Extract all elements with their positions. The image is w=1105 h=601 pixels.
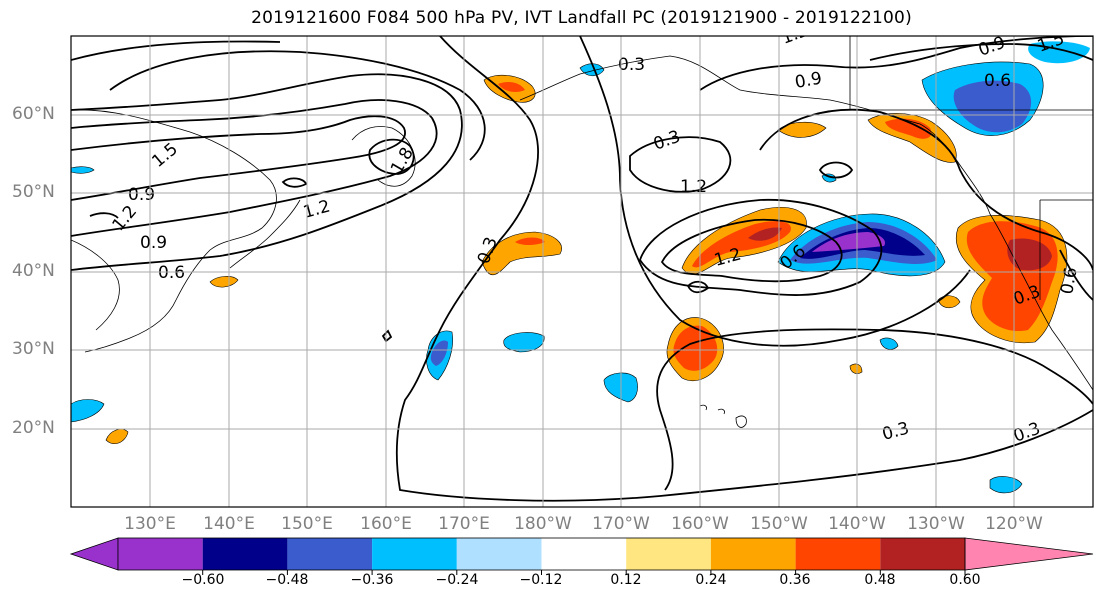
pv-contour — [71, 99, 438, 237]
pv-contour — [71, 115, 406, 201]
lon-label: 130°W — [907, 514, 965, 534]
lon-label: 150°W — [750, 514, 808, 534]
positive-anomaly-region — [515, 237, 545, 245]
contour-label: 0.3 — [618, 55, 645, 75]
negative-anomaly-region — [503, 332, 545, 353]
negative-anomaly-region — [879, 337, 899, 350]
lon-label: 160°E — [360, 514, 412, 534]
lon-label: 140°E — [203, 514, 255, 534]
contour-label: 0.6 — [158, 263, 185, 283]
negative-anomaly-region — [953, 80, 1032, 133]
pv-contour — [656, 328, 1093, 491]
pv-contour — [818, 161, 854, 179]
graticule — [71, 36, 1093, 507]
positive-anomaly-region — [105, 428, 129, 444]
positive-anomaly-region — [748, 227, 782, 241]
map-title: 2019121600 F084 500 hPa PV, IVT Landfall… — [251, 8, 912, 28]
colorbar-segment — [118, 538, 203, 570]
lon-label: 170°E — [438, 514, 490, 534]
colorbar-extend-min — [69, 537, 119, 571]
colorbar-segment — [626, 538, 711, 570]
lon-label: 130°E — [124, 514, 176, 534]
negative-anomaly-region — [71, 166, 95, 174]
pv-contour — [281, 177, 308, 188]
pv-contours — [71, 36, 1093, 502]
colorbar-segment — [456, 538, 542, 570]
colorbar-segment — [202, 538, 288, 570]
hawaii-islands — [699, 404, 747, 428]
colorbar-tick-label: 0.24 — [695, 572, 727, 588]
lat-label-30n: 30°N — [12, 339, 55, 359]
contour-label: 0.9 — [128, 185, 155, 205]
colorbar-segment — [795, 538, 881, 570]
pv-contour — [368, 138, 415, 175]
negative-anomaly-region — [812, 232, 886, 252]
pv-contour — [395, 36, 1093, 502]
colorbar-segment — [287, 538, 373, 570]
positive-anomaly-region — [498, 82, 525, 92]
colorbar-tick-label: 0.60 — [949, 572, 981, 588]
pv-contour — [869, 43, 1093, 61]
positive-anomaly-region — [673, 325, 718, 371]
map-frame — [70, 35, 1094, 508]
pv-contour — [89, 212, 119, 219]
contour-label: 0.9 — [140, 233, 167, 253]
colorbar-tick-label: −0.12 — [519, 572, 563, 588]
colorbar-tick-label: −0.24 — [435, 572, 479, 588]
colorbar-extend-max — [964, 537, 1094, 571]
pv-contour — [686, 280, 710, 294]
contour-label: 0.9 — [793, 69, 823, 93]
lat-label-40n: 40°N — [12, 261, 55, 281]
lat-label-20n: 20°N — [12, 418, 55, 438]
pv-contour — [759, 108, 1093, 271]
lon-label: 180°W — [514, 514, 572, 534]
pv-contour — [629, 136, 732, 193]
contour-label: 0.6 — [1057, 266, 1081, 296]
lon-label: 150°E — [281, 514, 333, 534]
japan-coastline — [229, 199, 301, 269]
colorbar-segment — [372, 538, 457, 570]
colorbar-tick-label: −0.48 — [265, 572, 309, 588]
lat-label-50n: 50°N — [12, 182, 55, 202]
colorbar-segment — [541, 538, 627, 570]
anomaly-shading — [71, 41, 1090, 494]
pv-contour — [71, 40, 281, 61]
lon-label: 170°W — [592, 514, 650, 534]
colorbar — [69, 537, 1094, 575]
lon-label: 120°W — [985, 514, 1043, 534]
colorbar-ticks — [202, 570, 966, 575]
colorbar-segment — [710, 538, 796, 570]
pv-contour — [699, 36, 1093, 91]
lon-label: 140°W — [828, 514, 886, 534]
positive-anomaly-region — [849, 363, 863, 374]
lat-label-60n: 60°N — [12, 104, 55, 124]
contour-label: 0.6 — [984, 71, 1011, 91]
asia-coastline — [71, 109, 277, 353]
colorbar-tick-label: 0.48 — [864, 572, 896, 588]
positive-anomaly-region — [1007, 238, 1052, 271]
negative-anomaly-region — [71, 399, 105, 423]
colorbar-tick-label: 0.12 — [610, 572, 642, 588]
lon-label: 160°W — [671, 514, 729, 534]
pv-contour — [579, 36, 971, 347]
negative-anomaly-region — [430, 340, 448, 366]
positive-anomaly-region — [209, 276, 239, 288]
contour-label: 1.2 — [680, 177, 707, 197]
pv-contour — [639, 199, 883, 296]
colorbar-segment — [880, 538, 965, 570]
pv-contour — [71, 73, 463, 271]
colorbar-tick-label: −0.36 — [350, 572, 394, 588]
colorbar-tick-label: 0.36 — [779, 572, 811, 588]
colorbar-tick-label: −0.60 — [181, 572, 225, 588]
pv-contour — [660, 218, 843, 283]
pv-contour — [1059, 249, 1093, 301]
